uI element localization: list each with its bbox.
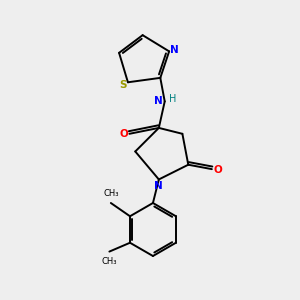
Text: S: S <box>119 80 126 90</box>
Text: H: H <box>169 94 177 104</box>
Text: O: O <box>119 129 128 140</box>
Text: O: O <box>213 165 222 175</box>
Text: CH₃: CH₃ <box>102 257 117 266</box>
Text: CH₃: CH₃ <box>103 189 118 198</box>
Text: N: N <box>154 181 163 191</box>
Text: N: N <box>170 45 179 55</box>
Text: N: N <box>154 96 163 106</box>
